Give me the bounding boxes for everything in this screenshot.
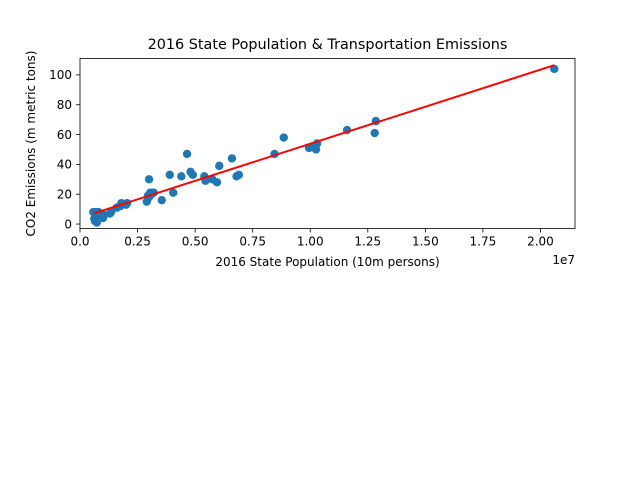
chart-title: 2016 State Population & Transportation E… [148, 37, 508, 53]
x-axis-label: 2016 State Population (10m persons) [215, 255, 439, 269]
x-tick-label: 1.75 [470, 235, 497, 249]
x-tick-label: 0.25 [124, 235, 151, 249]
data-point [157, 195, 166, 205]
axes-frame [79, 58, 576, 229]
data-point [188, 170, 198, 180]
data-point [165, 170, 174, 180]
x-tick-label: 0.75 [239, 235, 266, 249]
data-point [182, 149, 192, 159]
x-tick-label: 0.50 [182, 235, 209, 249]
data-point [234, 170, 244, 180]
data-point [215, 161, 224, 171]
y-tick-label: 100 [49, 68, 72, 82]
y-tick-label: 60 [57, 128, 72, 142]
x-tick-label: 0.0 [70, 235, 89, 249]
y-tick-label: 20 [57, 188, 72, 202]
x-tick-label: 1.00 [297, 235, 324, 249]
data-point [279, 133, 288, 142]
y-axis-label: CO2 Emissions (m metric tons) [24, 51, 38, 237]
y-tick-label: 40 [57, 158, 72, 172]
data-point [169, 188, 178, 197]
x-axis: 0.0 0.25 0.50 0.75 1.00 1.25 1.50 1.75 2.00 [70, 228, 554, 249]
y-tick-label: 0 [64, 217, 72, 231]
x-tick-label: 1.25 [354, 235, 381, 249]
x-tick-label: 1.50 [412, 235, 439, 249]
data-point [370, 128, 379, 138]
plot-area [89, 64, 559, 227]
x-axis-offset-text: 1e7 [552, 253, 575, 267]
data-point [227, 154, 237, 163]
data-point [144, 175, 154, 184]
y-axis: 0 20 40 60 80 100 [49, 68, 80, 231]
data-point [212, 178, 222, 187]
x-tick-label: 2.00 [527, 235, 554, 249]
fit-line [93, 64, 555, 215]
y-tick-label: 80 [57, 98, 72, 112]
data-point [177, 172, 186, 181]
data-point [106, 207, 116, 217]
